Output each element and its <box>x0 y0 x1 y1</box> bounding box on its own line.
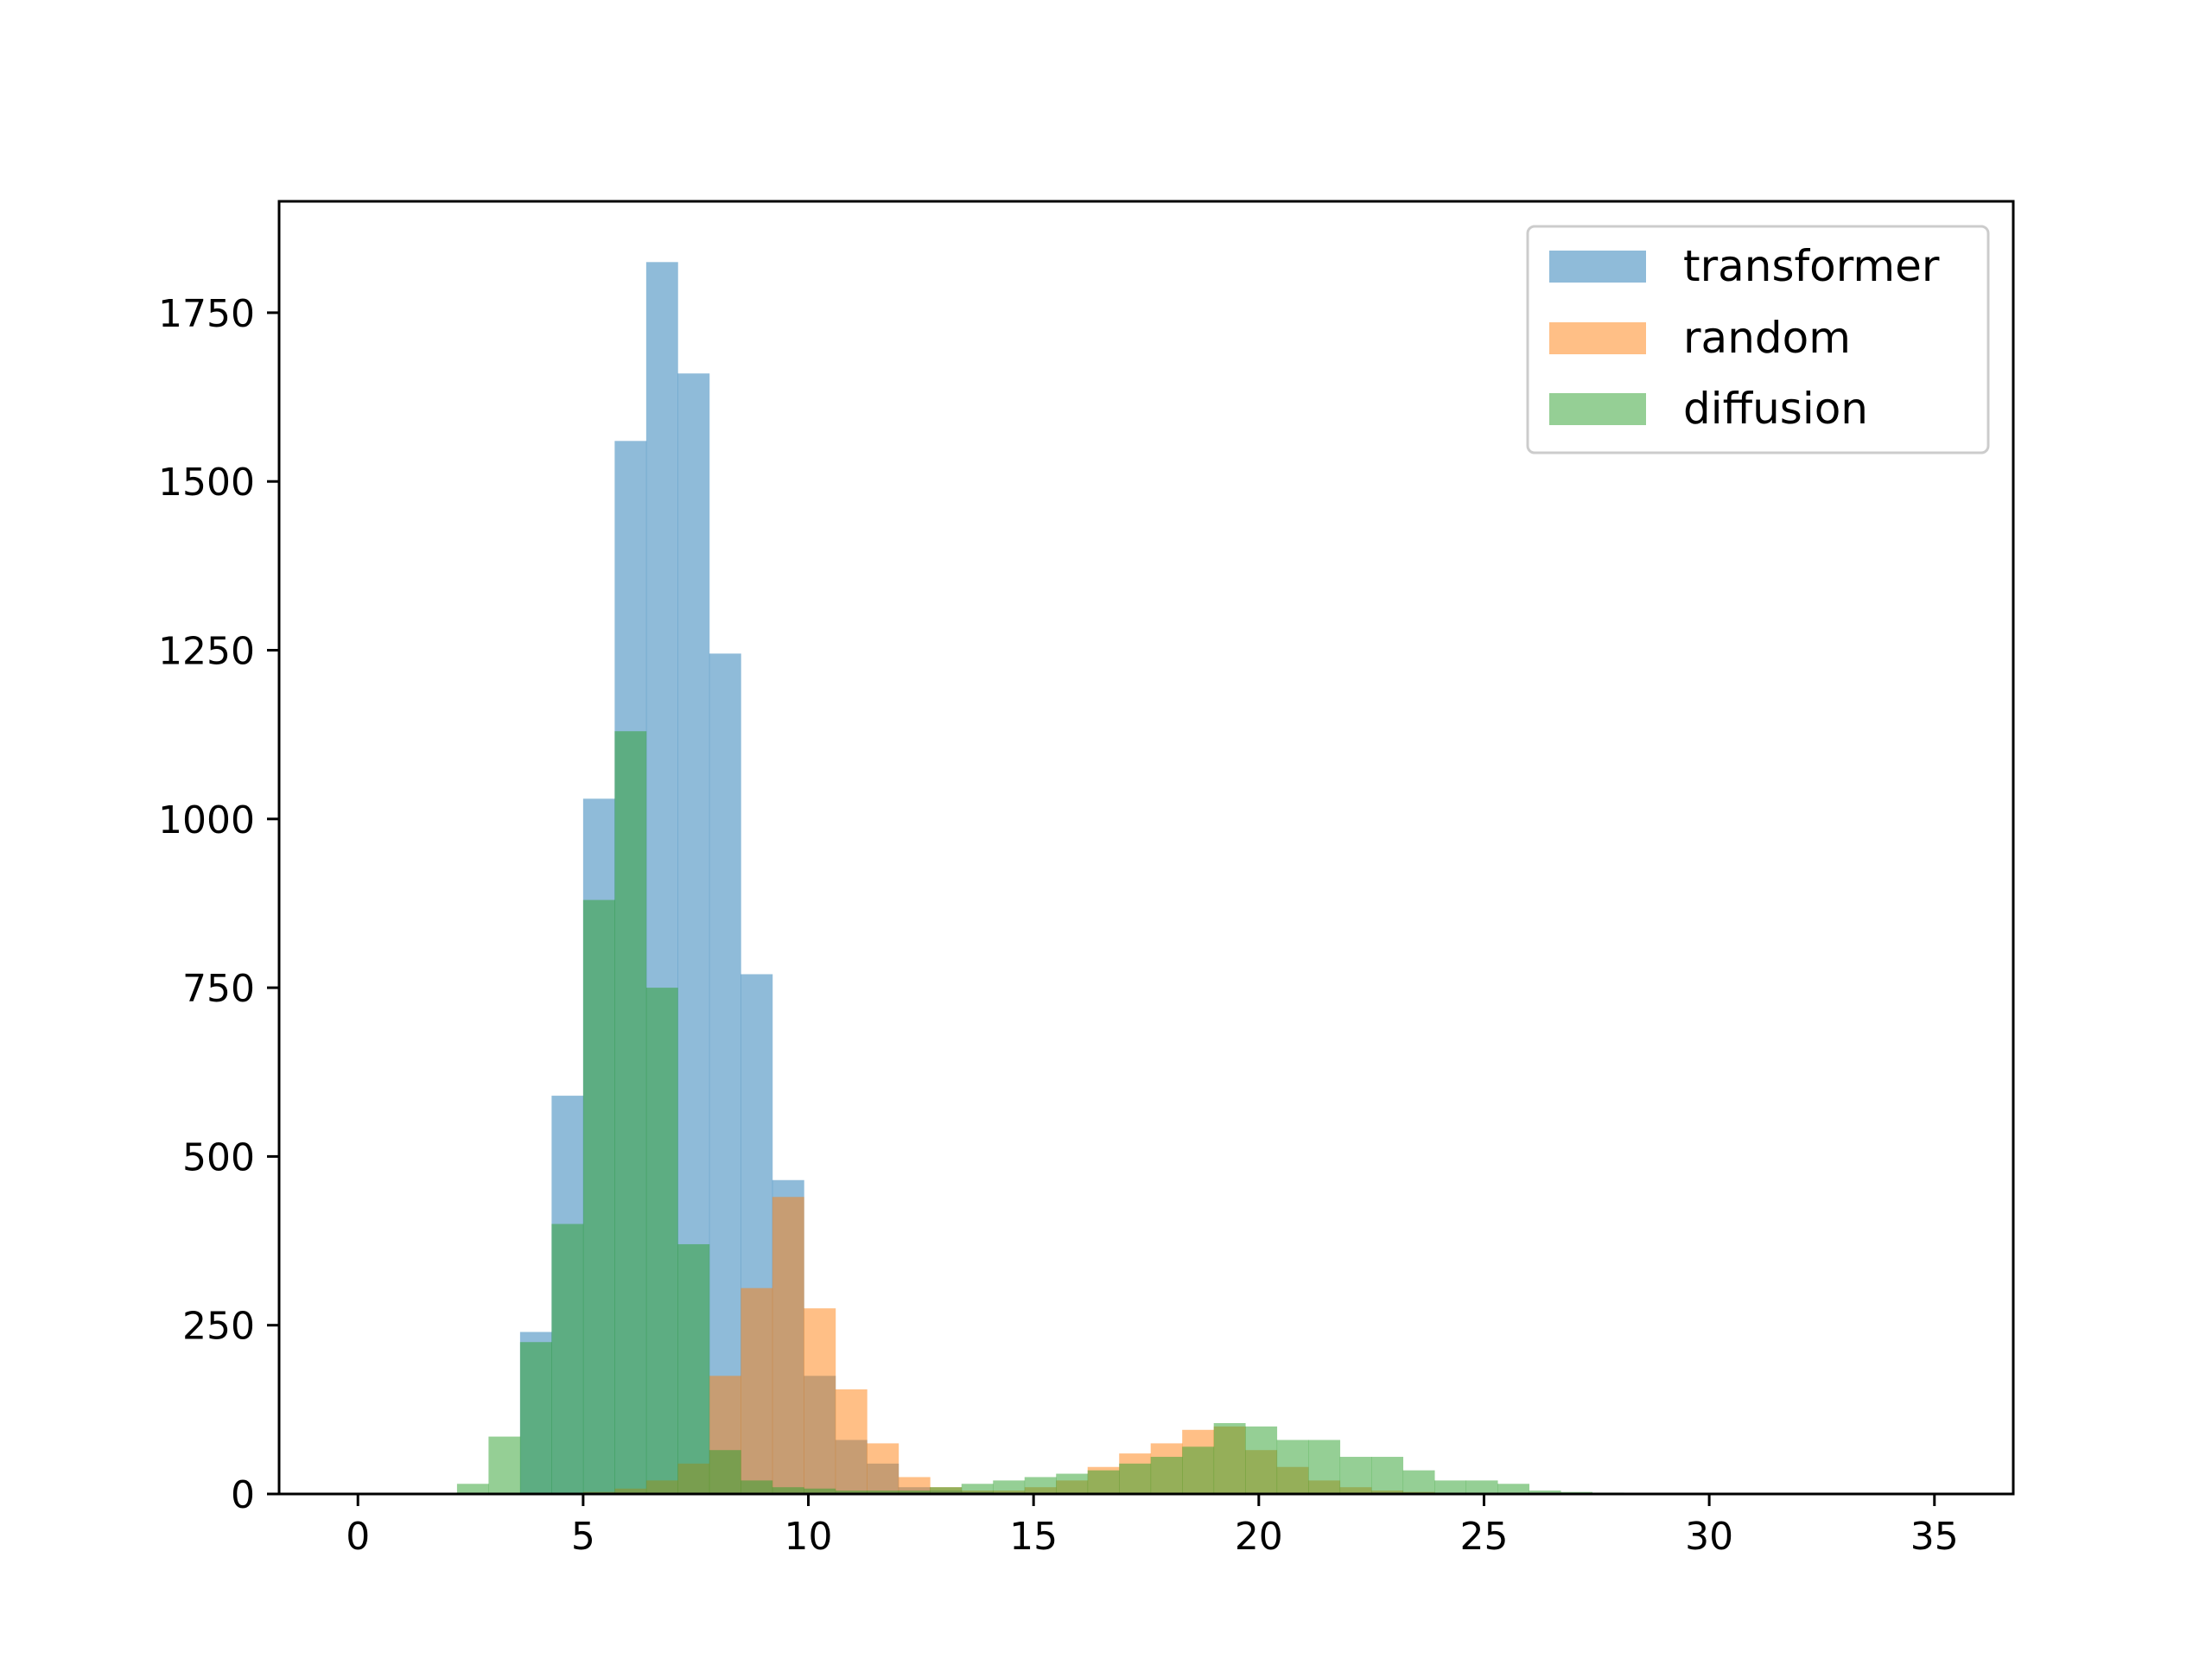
bar-random <box>898 1477 931 1494</box>
bar-diffusion <box>1276 1440 1309 1494</box>
bar-diffusion <box>1056 1473 1089 1494</box>
bar-diffusion <box>1087 1470 1120 1494</box>
bar-diffusion <box>930 1487 963 1494</box>
bar-diffusion <box>772 1487 804 1494</box>
legend-label-transformer: transformer <box>1683 241 1940 291</box>
plot-frame <box>277 200 2015 1496</box>
bar-diffusion <box>709 1450 741 1494</box>
y-tick-label: 500 <box>182 1135 255 1179</box>
y-tick-label: 250 <box>182 1305 255 1349</box>
legend-label-diffusion: diffusion <box>1683 384 1868 434</box>
y-axis: 0 250 500 750 1000 1250 1500 1750 <box>158 292 279 1517</box>
y-tick-label: 1250 <box>158 629 255 673</box>
y-tick-label: 0 <box>231 1473 255 1517</box>
legend: transformer random diffusion <box>1526 225 1990 454</box>
bar-diffusion <box>488 1436 521 1494</box>
bar-diffusion <box>551 1224 584 1494</box>
bar-random <box>804 1308 836 1494</box>
bar-diffusion <box>1308 1440 1341 1494</box>
bar-diffusion <box>677 1243 710 1494</box>
bar-diffusion <box>804 1488 836 1494</box>
bar-diffusion <box>456 1484 489 1494</box>
y-tick-label: 750 <box>182 967 255 1011</box>
x-tick-label: 5 <box>571 1515 595 1559</box>
bar-diffusion <box>1402 1470 1435 1494</box>
x-tick-label: 20 <box>1235 1515 1283 1559</box>
bar-random <box>835 1389 868 1494</box>
x-axis: 0 5 10 15 20 25 30 35 <box>346 1494 1959 1559</box>
x-tick-label: 25 <box>1459 1515 1508 1559</box>
bar-diffusion <box>614 731 647 1494</box>
bar-diffusion <box>741 1480 773 1494</box>
bars-layer <box>456 262 1656 1495</box>
bar-diffusion <box>1119 1463 1152 1494</box>
bar-diffusion <box>1371 1457 1404 1494</box>
bar-diffusion <box>1024 1477 1057 1494</box>
x-tick-label: 10 <box>785 1515 833 1559</box>
bar-diffusion <box>898 1491 931 1494</box>
x-tick-label: 30 <box>1685 1515 1733 1559</box>
bar-diffusion <box>835 1491 868 1494</box>
bar-diffusion <box>1497 1484 1529 1494</box>
bar-diffusion <box>1434 1480 1467 1494</box>
bar-diffusion <box>1182 1446 1215 1494</box>
x-tick-label: 0 <box>346 1515 370 1559</box>
bar-diffusion <box>1465 1480 1498 1494</box>
x-tick-label: 15 <box>1009 1515 1058 1559</box>
bar-diffusion <box>961 1484 994 1494</box>
bar-diffusion <box>1529 1491 1561 1494</box>
bar-random <box>741 1287 773 1494</box>
bar-diffusion <box>993 1480 1026 1494</box>
y-tick-label: 1500 <box>158 461 255 505</box>
legend-swatch-transformer <box>1549 251 1646 283</box>
bar-random <box>772 1197 804 1494</box>
bar-transformer <box>709 653 741 1494</box>
legend-swatch-random <box>1549 322 1646 354</box>
series-diffusion <box>456 731 1656 1494</box>
bar-diffusion <box>1245 1426 1278 1494</box>
bar-diffusion <box>519 1342 552 1494</box>
legend-swatch-diffusion <box>1549 393 1646 425</box>
y-tick-label: 1750 <box>158 292 255 336</box>
bar-random <box>867 1443 899 1494</box>
x-tick-label: 35 <box>1910 1515 1959 1559</box>
bar-diffusion <box>1213 1422 1246 1494</box>
bar-diffusion <box>1339 1457 1372 1494</box>
y-tick-label: 1000 <box>158 798 255 842</box>
bar-diffusion <box>1150 1457 1183 1494</box>
bar-diffusion <box>867 1491 899 1494</box>
bar-diffusion <box>582 899 615 1494</box>
bar-diffusion <box>645 988 678 1494</box>
legend-label-random: random <box>1683 313 1851 363</box>
